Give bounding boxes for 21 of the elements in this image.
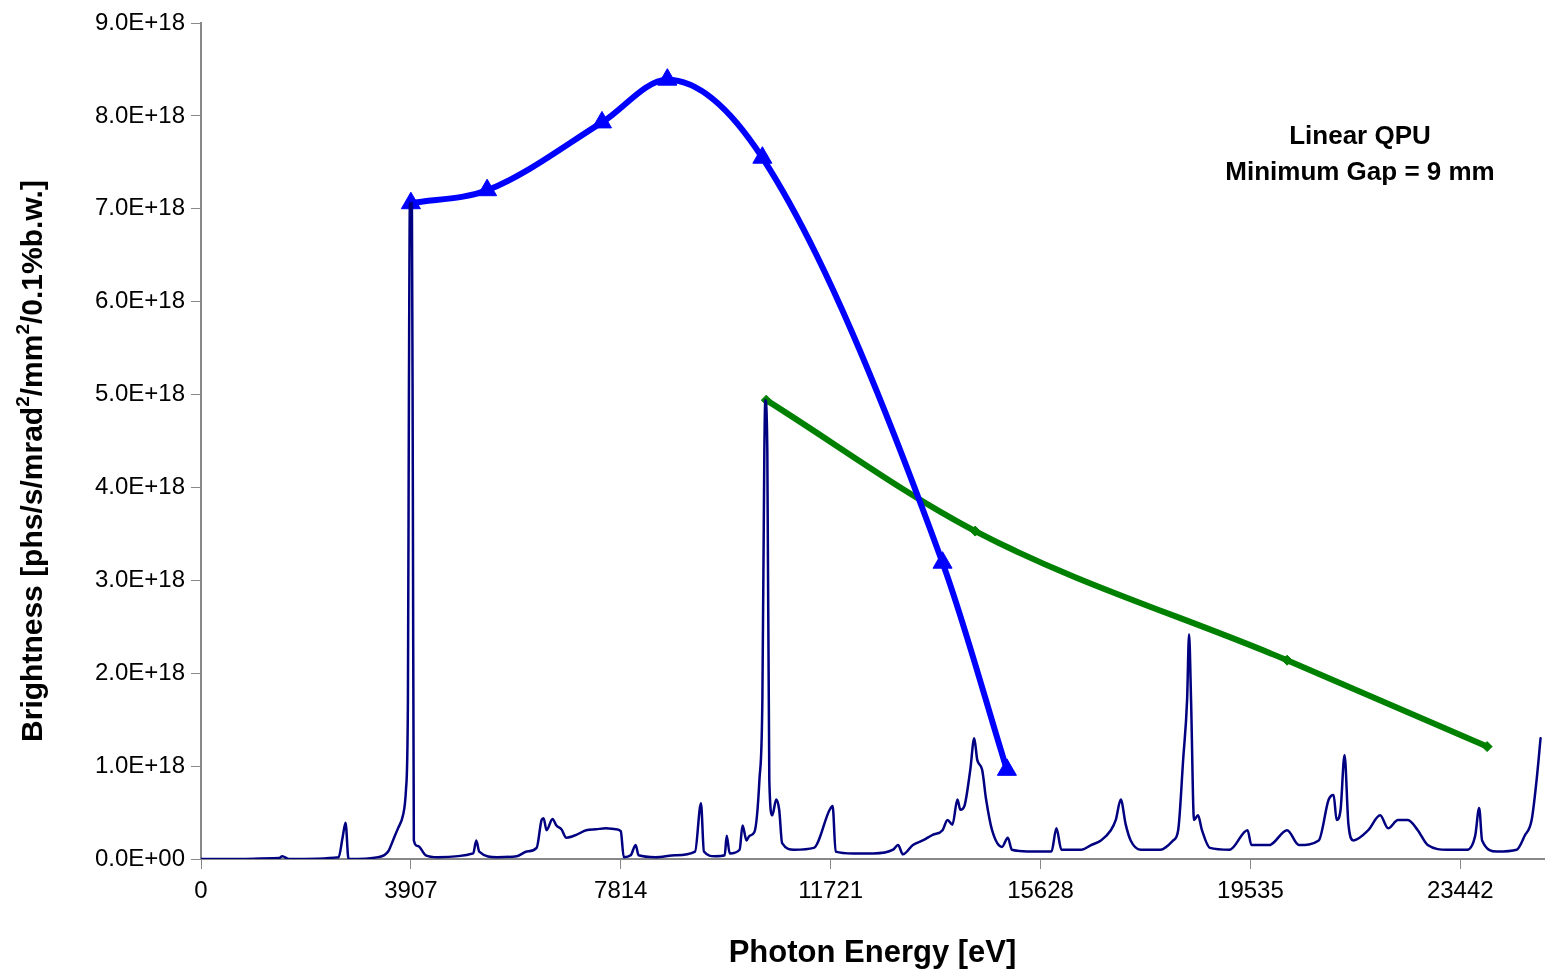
x-tick-label: 3907 [384, 876, 438, 904]
y-tick-label: 7.0E+18 [94, 193, 185, 221]
y-tick-label: 6.0E+18 [94, 286, 185, 314]
y-tick-label: 5.0E+18 [94, 379, 185, 407]
x-tick-label: 15628 [1007, 876, 1074, 904]
x-tick-label: 11721 [798, 876, 864, 904]
x-tick-label: 7814 [594, 876, 648, 904]
y-tick-label: 0.0E+00 [94, 843, 185, 871]
x-tick-label: 19535 [1217, 876, 1284, 904]
y-tick-label: 2.0E+18 [94, 657, 185, 685]
y-tick-label: 8.0E+18 [94, 100, 185, 128]
y-axis-title: Brightness [phs/s/mrad2/mm2/0.1%b.w.] [12, 180, 49, 742]
y-tick-label: 4.0E+18 [94, 472, 185, 500]
x-tick-label: 23442 [1426, 876, 1494, 904]
annotation: Minimum Gap = 9 mm [1225, 156, 1495, 187]
y-tick-label: 3.0E+18 [94, 564, 185, 592]
annotation: Linear QPU [1289, 120, 1431, 151]
x-axis-title: Photon Energy [eV] [728, 933, 1017, 969]
y-tick-label: 1.0E+18 [94, 750, 185, 778]
x-tick-label: 0 [194, 876, 208, 904]
y-tick-label: 9.0E+18 [94, 7, 185, 35]
